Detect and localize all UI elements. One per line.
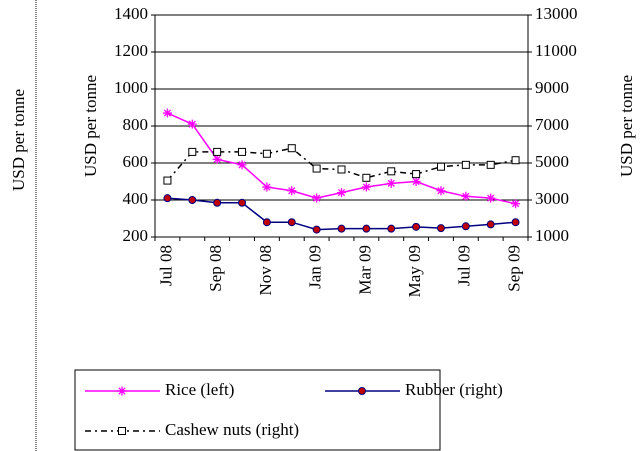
point xyxy=(312,225,321,234)
legend-marker xyxy=(117,386,127,396)
y-axis-label: USD per tonne xyxy=(81,75,100,177)
point xyxy=(461,222,470,231)
legend-label: Cashew nuts (right) xyxy=(165,420,299,439)
point xyxy=(386,178,396,188)
y2-tick-label: 11000 xyxy=(535,41,577,60)
point xyxy=(436,162,445,171)
point xyxy=(436,224,445,233)
point xyxy=(163,176,172,185)
x-tick-label: Mar 09 xyxy=(355,245,374,295)
point xyxy=(287,186,297,196)
point xyxy=(436,186,446,196)
point xyxy=(187,119,197,129)
point xyxy=(511,218,520,227)
point xyxy=(412,170,421,179)
point xyxy=(312,164,321,173)
point xyxy=(361,182,371,192)
y2-tick-label: 5000 xyxy=(535,152,569,171)
point xyxy=(262,149,271,158)
point xyxy=(337,188,346,198)
y2-tick-label: 13000 xyxy=(535,4,578,23)
y-tick-label: 600 xyxy=(123,152,149,171)
point xyxy=(287,218,296,227)
point xyxy=(213,147,222,156)
x-tick-label: Jul 08 xyxy=(156,245,175,286)
point xyxy=(362,224,371,233)
point xyxy=(188,147,197,156)
side-label: USD per tonne xyxy=(9,89,28,191)
point xyxy=(188,196,197,204)
point xyxy=(511,156,520,165)
point xyxy=(337,224,346,233)
point xyxy=(287,144,296,153)
legend-marker xyxy=(118,427,126,435)
x-tick-label: Nov 08 xyxy=(256,245,275,296)
point xyxy=(486,220,495,229)
legend-label: Rubber (right) xyxy=(405,380,503,399)
point xyxy=(486,193,496,203)
y-tick-label: 1200 xyxy=(114,41,148,60)
x-tick-label: Sep 08 xyxy=(206,245,225,292)
legend-label: Rice (left) xyxy=(165,380,234,399)
y-tick-label: 1000 xyxy=(114,78,148,97)
legend-box xyxy=(74,369,441,451)
y2-tick-label: 7000 xyxy=(535,115,569,134)
point xyxy=(461,191,471,201)
x-tick-label: May 09 xyxy=(405,245,424,297)
y-tick-label: 1400 xyxy=(114,4,148,23)
point xyxy=(411,177,421,186)
y2-axis-label: USD per tonne xyxy=(617,75,636,177)
point xyxy=(387,224,396,233)
point xyxy=(262,218,271,227)
point xyxy=(337,165,346,174)
y-tick-label: 400 xyxy=(123,189,149,208)
point xyxy=(237,160,247,170)
y2-tick-label: 1000 xyxy=(535,226,569,245)
point xyxy=(511,199,521,209)
y2-tick-label: 9000 xyxy=(535,78,569,97)
point xyxy=(486,160,495,169)
legend-marker xyxy=(358,387,366,395)
x-tick-label: Jan 09 xyxy=(306,245,325,289)
point xyxy=(362,173,371,182)
point xyxy=(387,167,396,176)
point xyxy=(312,193,322,203)
y2-tick-label: 3000 xyxy=(535,189,569,208)
point xyxy=(212,154,222,164)
point xyxy=(163,194,172,203)
point xyxy=(162,108,172,118)
point xyxy=(213,198,222,207)
point xyxy=(412,222,421,231)
x-tick-label: Jul 09 xyxy=(455,245,474,286)
x-tick-label: Sep 09 xyxy=(504,245,523,292)
y-tick-label: 800 xyxy=(123,115,149,134)
point xyxy=(461,160,470,169)
point xyxy=(238,147,247,156)
point xyxy=(262,182,272,192)
point xyxy=(238,198,247,207)
y-tick-label: 200 xyxy=(123,226,149,245)
